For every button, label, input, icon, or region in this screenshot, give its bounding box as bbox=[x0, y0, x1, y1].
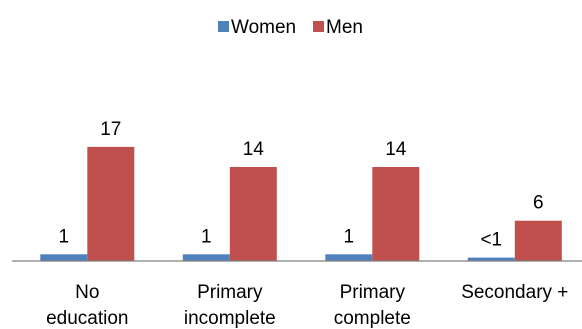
legend: Women Men bbox=[218, 17, 363, 38]
value-labels: 1 17 1 14 1 14 <1 6 bbox=[59, 119, 544, 251]
category-label-0-line-1: education bbox=[46, 308, 128, 329]
category-label-2-line-0: Primary bbox=[340, 282, 406, 303]
bar-women-2 bbox=[325, 254, 373, 261]
category-label-0-line-0: No bbox=[75, 282, 99, 303]
bar-men-1 bbox=[229, 167, 277, 261]
data-label-men-1: 14 bbox=[243, 139, 265, 160]
data-label-men-3: 6 bbox=[533, 193, 544, 214]
legend-swatch-men bbox=[313, 21, 324, 32]
data-label-men-2: 14 bbox=[385, 139, 407, 160]
bar-men-0 bbox=[87, 146, 135, 261]
bars bbox=[40, 146, 562, 261]
category-labels: No education Primary incomplete Primary compl… bbox=[46, 282, 568, 329]
data-label-women-2: 1 bbox=[344, 226, 355, 247]
legend-swatch-women bbox=[218, 21, 229, 32]
category-label-1-line-1: incomplete bbox=[184, 308, 276, 329]
category-label-2-line-1: complete bbox=[334, 308, 411, 329]
data-label-men-0: 17 bbox=[100, 119, 121, 140]
bar-women-3 bbox=[467, 257, 515, 261]
bar-men-3 bbox=[514, 220, 562, 261]
bar-men-2 bbox=[372, 167, 420, 261]
data-label-women-3: <1 bbox=[480, 230, 502, 251]
bar-women-1 bbox=[182, 254, 230, 261]
legend-label-women: Women bbox=[231, 17, 296, 38]
category-label-1-line-0: Primary bbox=[197, 282, 263, 303]
data-label-women-0: 1 bbox=[59, 226, 70, 247]
bar-women-0 bbox=[40, 254, 88, 261]
category-label-3-line-0: Secondary + bbox=[461, 282, 568, 303]
legend-label-men: Men bbox=[326, 17, 363, 38]
data-label-women-1: 1 bbox=[201, 226, 212, 247]
